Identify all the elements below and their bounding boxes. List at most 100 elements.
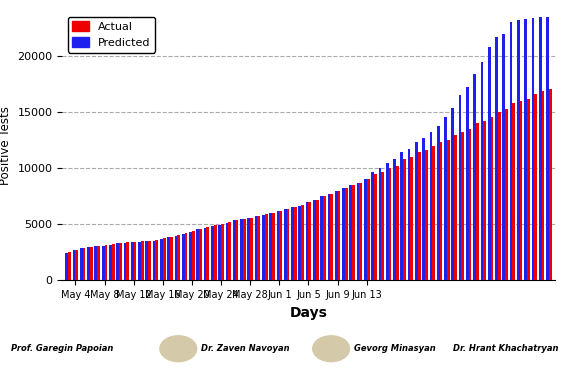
Bar (425, 150, 428, 280)
Bar (119, 243, 122, 280)
Bar (68, 252, 71, 280)
Bar (204, 228, 207, 280)
Bar (182, 234, 185, 280)
Bar (131, 242, 134, 280)
Bar (269, 213, 272, 280)
Bar (189, 232, 192, 280)
Bar (243, 219, 246, 280)
Bar (196, 230, 199, 280)
Bar (168, 237, 170, 280)
Bar (87, 247, 90, 280)
Bar (65, 253, 68, 280)
Bar (80, 248, 83, 280)
Bar (539, 17, 542, 280)
Bar (520, 101, 522, 280)
Bar (153, 241, 156, 280)
Bar (112, 244, 114, 280)
Bar (352, 185, 355, 280)
Text: i: i (177, 351, 179, 356)
Bar (306, 202, 308, 280)
Bar (342, 189, 345, 280)
Bar (466, 87, 469, 280)
Bar (323, 196, 326, 280)
Bar (531, 18, 534, 280)
Bar (247, 218, 250, 280)
Bar (473, 74, 476, 280)
Text: team:: team: (168, 344, 188, 349)
Bar (527, 99, 530, 280)
Bar (542, 91, 544, 280)
Bar (218, 225, 221, 280)
Bar (163, 238, 165, 280)
Bar (509, 22, 512, 280)
Bar (393, 159, 396, 280)
Bar (430, 132, 432, 280)
Bar (403, 159, 406, 280)
Bar (226, 223, 228, 280)
Bar (349, 185, 352, 280)
Bar (483, 121, 486, 280)
Bar (491, 117, 494, 280)
Bar (192, 231, 195, 280)
Bar (488, 47, 491, 280)
Bar (116, 244, 119, 280)
Bar (301, 205, 304, 280)
Bar (335, 191, 337, 280)
Bar (95, 246, 97, 280)
Bar (72, 250, 75, 280)
Bar (396, 166, 398, 280)
Bar (437, 125, 440, 280)
Bar (498, 112, 501, 280)
Bar (357, 183, 359, 280)
Bar (381, 172, 384, 280)
Bar (374, 174, 377, 280)
Bar (440, 142, 443, 280)
Bar (170, 237, 173, 280)
Bar (240, 219, 243, 280)
Bar (364, 179, 367, 280)
Bar (371, 172, 374, 280)
Bar (345, 189, 348, 280)
Bar (458, 95, 461, 280)
Bar (432, 146, 435, 280)
Bar (126, 242, 129, 280)
Bar (160, 239, 163, 280)
Bar (277, 211, 280, 280)
Y-axis label: Positive Tests: Positive Tests (0, 106, 12, 185)
Text: Prof. Garegin Papoian: Prof. Garegin Papoian (11, 344, 114, 353)
Bar (505, 109, 508, 280)
Bar (524, 19, 527, 280)
Bar (495, 37, 498, 280)
Bar (141, 241, 144, 280)
Bar (410, 157, 413, 280)
Bar (105, 245, 108, 280)
Bar (461, 132, 464, 280)
Bar (291, 207, 294, 280)
Bar (102, 246, 105, 280)
X-axis label: Days: Days (290, 306, 327, 320)
Bar (328, 194, 331, 280)
Bar (400, 152, 403, 280)
Text: i: i (330, 351, 332, 356)
Bar (250, 218, 253, 280)
Bar (481, 62, 483, 280)
Bar (123, 243, 126, 280)
Bar (233, 220, 235, 280)
Bar (177, 235, 180, 280)
Bar (75, 249, 78, 280)
Bar (221, 224, 224, 280)
Bar (97, 246, 100, 280)
Bar (447, 140, 449, 280)
Bar (389, 168, 391, 280)
Bar (83, 248, 85, 280)
Bar (418, 152, 421, 280)
Bar (469, 129, 471, 280)
Bar (408, 149, 410, 280)
Legend: Actual, Predicted: Actual, Predicted (68, 17, 155, 53)
Bar (235, 220, 238, 280)
Bar (444, 117, 447, 280)
Bar (258, 216, 260, 280)
Bar (517, 20, 520, 280)
Bar (265, 214, 268, 280)
Bar (386, 163, 389, 280)
